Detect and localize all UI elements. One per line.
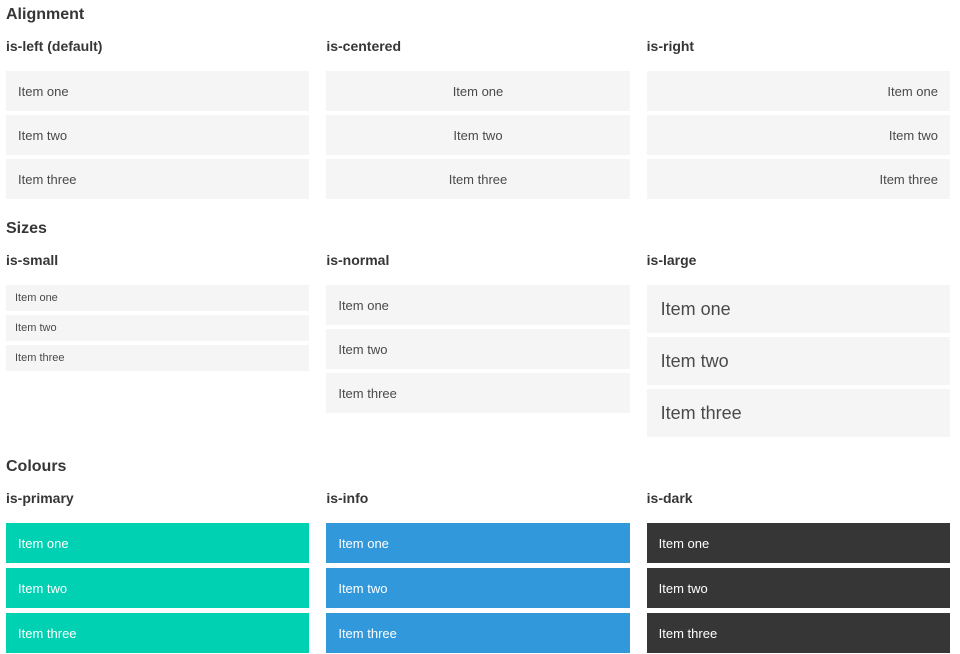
list-item: Item one <box>6 285 310 311</box>
list-item: Item three <box>646 389 950 437</box>
group-label: is-small <box>6 252 59 268</box>
group-label: is-info <box>326 490 369 506</box>
section-title: Alignment <box>6 6 85 23</box>
item-list: Item one Item two Item three <box>6 523 310 653</box>
list-item: Item two <box>646 337 950 385</box>
item-list: Item one Item two Item three <box>326 285 630 413</box>
list-item: Item one <box>326 523 630 563</box>
list-item: Item three <box>646 159 950 199</box>
group-is-normal: is-normal Item one Item two Item three <box>326 252 630 413</box>
section-grid: is-small Item one Item two Item three is-nor… <box>6 252 950 437</box>
section-title: Sizes <box>6 220 47 237</box>
group-label: is-primary <box>6 490 74 506</box>
section-title: Colours <box>6 458 67 475</box>
section-grid: is-primary Item one Item two Item three is-i… <box>6 490 950 653</box>
item-list: Item one Item two Item three <box>6 71 310 199</box>
item-list: Item one Item two Item three <box>326 523 630 653</box>
list-item: Item one <box>326 285 630 325</box>
list-item: Item one <box>326 71 630 111</box>
group-label: is-large <box>646 252 697 268</box>
group-label: is-right <box>646 38 695 54</box>
list-item: Item three <box>6 159 310 199</box>
list-item: Item two <box>6 315 310 341</box>
list-item: Item one <box>6 523 310 563</box>
item-list: Item one Item two Item three <box>646 523 950 653</box>
section-sizes: Sizes is-small Item one Item two Item three i… <box>6 219 950 437</box>
group-is-centered: is-centered Item one Item two Item three <box>326 38 630 199</box>
list-item: Item three <box>6 613 310 653</box>
list-item: Item three <box>646 613 950 653</box>
section-colours: Colours is-primary Item one Item two Item th… <box>6 457 950 653</box>
list-item: Item two <box>6 115 310 155</box>
list-item: Item one <box>646 523 950 563</box>
group-is-dark: is-dark Item one Item two Item three <box>646 490 950 653</box>
group-is-left-default: is-left (default) Item one Item two Item th… <box>6 38 310 199</box>
section-grid: is-left (default) Item one Item two Item th… <box>6 38 950 199</box>
group-is-primary: is-primary Item one Item two Item three <box>6 490 310 653</box>
list-item: Item two <box>646 115 950 155</box>
group-label: is-left (default) <box>6 38 103 54</box>
group-is-large: is-large Item one Item two Item three <box>646 252 950 437</box>
group-is-right: is-right Item one Item two Item three <box>646 38 950 199</box>
group-label: is-dark <box>646 490 693 506</box>
list-item: Item two <box>646 568 950 608</box>
section-alignment: Alignment is-left (default) Item one Item t… <box>6 5 950 199</box>
list-item: Item one <box>646 285 950 333</box>
item-list: Item one Item two Item three <box>646 285 950 437</box>
item-list: Item one Item two Item three <box>326 71 630 199</box>
list-item: Item two <box>326 115 630 155</box>
list-item: Item three <box>6 345 310 371</box>
item-list: Item one Item two Item three <box>6 285 310 371</box>
group-label: is-centered <box>326 38 402 54</box>
list-item: Item two <box>326 329 630 369</box>
list-item: Item one <box>6 71 310 111</box>
group-is-info: is-info Item one Item two Item three <box>326 490 630 653</box>
item-list: Item one Item two Item three <box>646 71 950 199</box>
list-item: Item one <box>646 71 950 111</box>
list-item: Item two <box>6 568 310 608</box>
group-is-small: is-small Item one Item two Item three <box>6 252 310 371</box>
list-item: Item three <box>326 159 630 199</box>
group-label: is-normal <box>326 252 390 268</box>
list-demo-page: Alignment is-left (default) Item one Item t… <box>6 5 950 653</box>
list-item: Item three <box>326 613 630 653</box>
list-item: Item two <box>326 568 630 608</box>
list-item: Item three <box>326 373 630 413</box>
